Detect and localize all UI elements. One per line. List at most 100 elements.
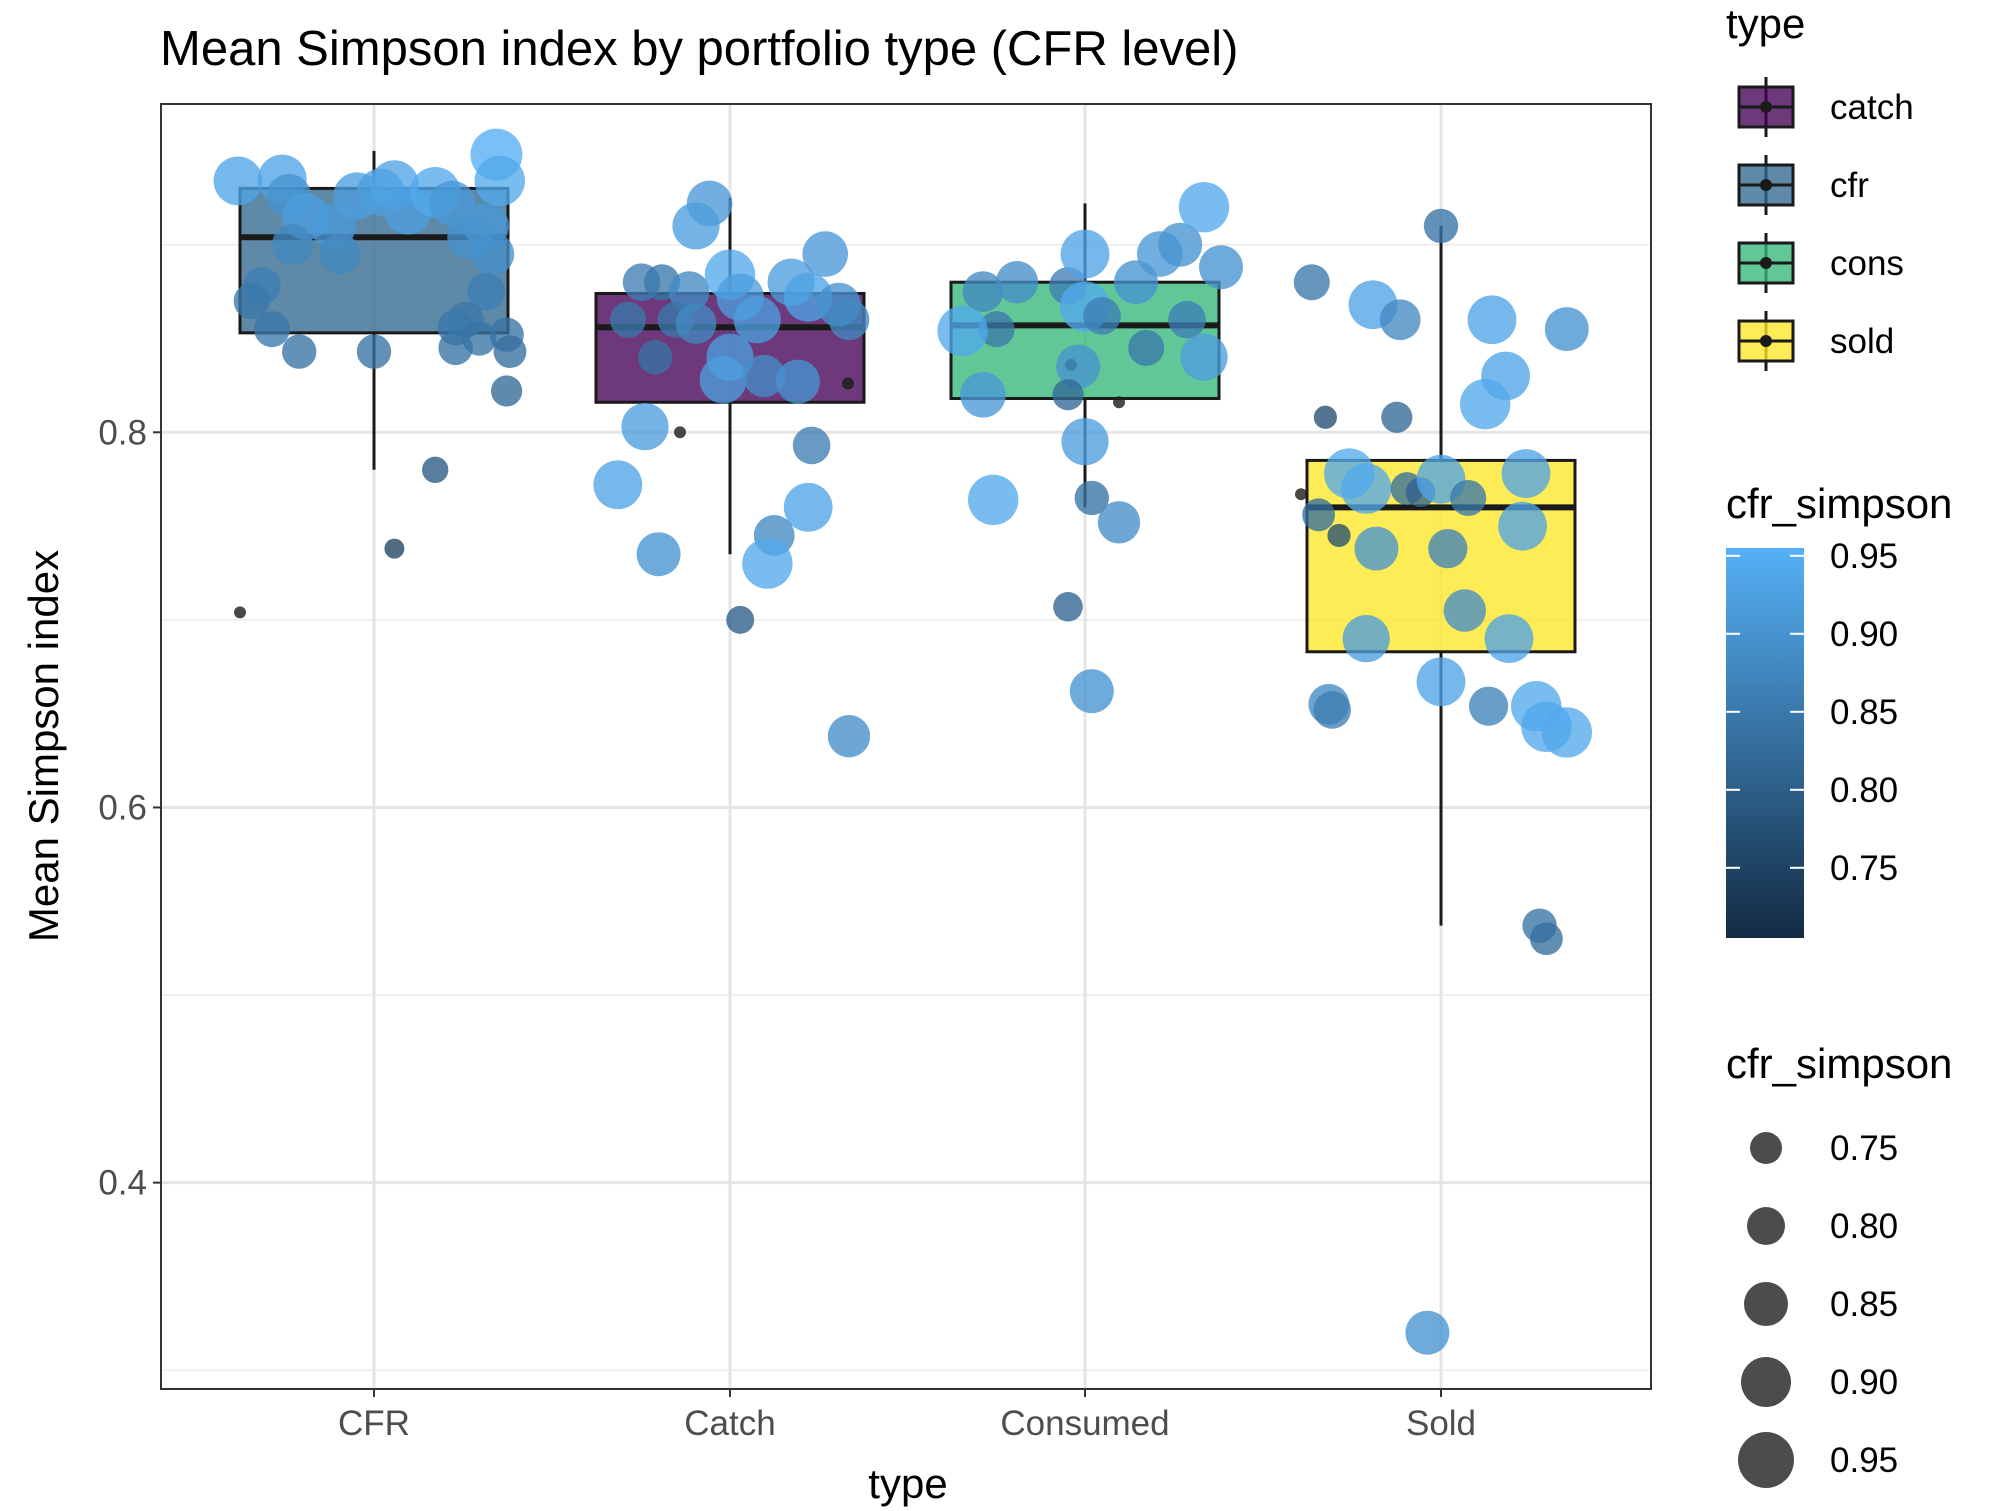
legend-size-key	[1744, 1282, 1788, 1326]
data-point	[593, 460, 643, 510]
outlier-point	[674, 426, 686, 439]
y-tick-label: 0.8	[98, 413, 147, 452]
legend-size-key	[1750, 1132, 1782, 1164]
colorbar-label: 0.95	[1830, 537, 1898, 576]
data-point	[1074, 480, 1110, 516]
data-point	[962, 271, 1004, 312]
legend-size-title: cfr_simpson	[1726, 1040, 1952, 1087]
data-point	[384, 538, 405, 559]
data-point	[733, 296, 781, 344]
data-point	[638, 340, 673, 375]
plot-border	[160, 103, 1652, 1390]
y-tick-label: 0.4	[98, 1164, 147, 1203]
legend-size-key	[1741, 1357, 1791, 1407]
outlier-point	[1295, 488, 1307, 501]
data-point	[1180, 333, 1228, 381]
data-point	[474, 155, 525, 207]
data-point	[1541, 707, 1593, 758]
data-point	[272, 224, 313, 266]
data-point	[742, 538, 793, 589]
data-point	[1313, 691, 1351, 729]
data-point	[1443, 589, 1487, 632]
legend-size-label: 0.80	[1830, 1207, 1898, 1246]
colorbar-label: 0.90	[1830, 615, 1898, 654]
colorbar-label: 0.80	[1830, 771, 1898, 810]
outlier-point	[1113, 396, 1125, 409]
legend-type-key-cfr	[1737, 155, 1795, 215]
legend-size-label: 0.90	[1830, 1363, 1898, 1402]
data-point	[1405, 1310, 1450, 1355]
data-point	[1060, 229, 1110, 279]
data-point	[1469, 686, 1509, 726]
data-point	[1293, 264, 1330, 301]
data-point	[1178, 181, 1230, 233]
outlier-point	[234, 606, 246, 619]
legend-size-key	[1747, 1207, 1785, 1245]
data-point	[1199, 245, 1243, 290]
data-point	[356, 334, 392, 369]
data-point	[1460, 378, 1511, 430]
data-point	[1381, 401, 1413, 433]
legend-type-label: cfr	[1830, 166, 1869, 205]
y-tick-label: 0.6	[98, 788, 147, 827]
data-point	[672, 202, 720, 250]
data-point	[1327, 523, 1351, 548]
x-tick-label: Catch	[684, 1404, 775, 1443]
legend-size-label: 0.95	[1830, 1441, 1898, 1480]
data-point	[960, 371, 1006, 418]
data-point	[1423, 208, 1459, 244]
data-point	[254, 311, 290, 348]
data-point	[1097, 501, 1141, 544]
data-point	[1061, 418, 1109, 466]
x-axis-title: type	[868, 1460, 947, 1507]
data-point	[776, 359, 820, 404]
x-tick-label: CFR	[338, 1404, 410, 1443]
data-point	[995, 261, 1039, 304]
data-point	[1341, 463, 1392, 514]
data-point	[1083, 297, 1121, 335]
legend-key-point	[1760, 101, 1772, 113]
legend-type-label: catch	[1830, 88, 1914, 127]
x-tick-label: Sold	[1406, 1404, 1476, 1443]
data-point	[726, 605, 755, 634]
legend-key-point	[1760, 257, 1772, 269]
legend-type-key-cons	[1737, 233, 1795, 293]
legend-colorbar-title: cfr_simpson	[1726, 480, 1952, 527]
data-point	[467, 272, 506, 311]
data-point	[319, 233, 361, 275]
data-point	[1467, 295, 1517, 345]
data-point	[699, 356, 747, 404]
legend-type-label: sold	[1830, 322, 1894, 361]
data-point	[462, 321, 497, 356]
data-point	[1450, 479, 1487, 516]
data-point	[213, 156, 263, 206]
legend-type: type catch cfr cons sold	[1726, 0, 1914, 371]
chart-title: Mean Simpson index by portfolio type (CF…	[160, 22, 1238, 76]
data-point	[1498, 501, 1547, 551]
data-point	[675, 303, 717, 344]
data-point	[493, 335, 527, 369]
x-tick-label: Consumed	[1000, 1404, 1169, 1443]
legend-size-key	[1738, 1432, 1794, 1488]
data-point	[1544, 307, 1589, 352]
y-axis-title: Mean Simpson index	[20, 550, 67, 942]
data-point	[1053, 591, 1083, 622]
data-point	[792, 426, 831, 465]
data-point	[1530, 922, 1563, 956]
data-point	[968, 474, 1019, 526]
colorbar-label: 0.85	[1830, 693, 1898, 732]
data-point	[742, 354, 786, 398]
data-point	[1501, 449, 1551, 498]
legend-size: cfr_simpson 0.75 0.80 0.85 0.90 0.95	[1726, 1040, 1952, 1488]
data-point	[447, 215, 492, 260]
colorbar-gradient	[1726, 548, 1804, 938]
data-point	[1416, 657, 1466, 707]
data-point	[621, 403, 669, 451]
data-point	[422, 456, 449, 484]
data-point	[827, 714, 871, 758]
data-point	[828, 299, 870, 341]
data-point	[783, 482, 833, 532]
legend-type-title: type	[1726, 0, 1805, 47]
data-point	[1313, 405, 1337, 429]
